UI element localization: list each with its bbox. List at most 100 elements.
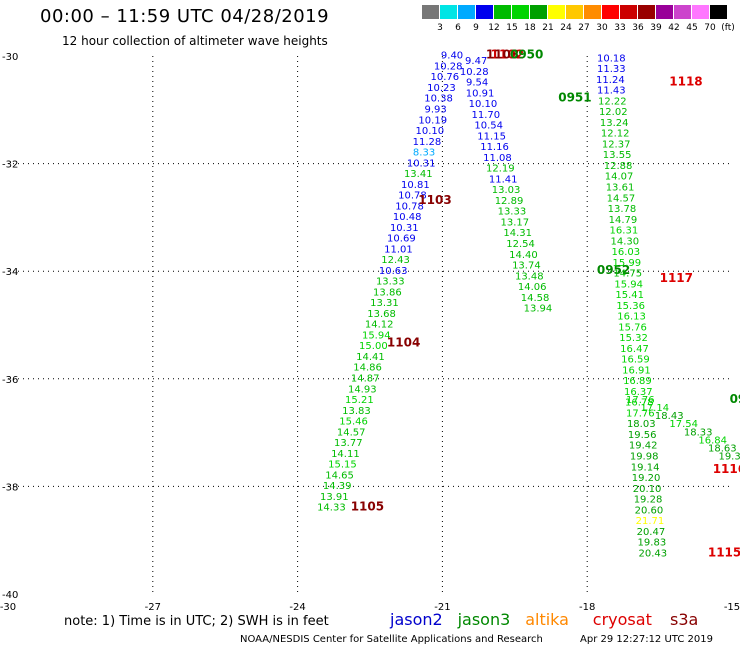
colorbar-swatch [710, 5, 727, 19]
swh-value-label: 9.54 [466, 78, 488, 89]
swh-value-label: 13.86 [373, 287, 402, 298]
swh-value-label: 18.43 [655, 411, 684, 422]
colorbar-swatch [620, 5, 637, 19]
y-tick-label: -34 [2, 267, 18, 278]
swh-value-label: 15.00 [359, 341, 388, 352]
swh-value-label: 11.01 [384, 244, 413, 255]
swh-value-label: 18.33 [684, 427, 713, 438]
swh-value-label: 14.86 [353, 363, 382, 374]
colorbar-label: 42 [668, 23, 680, 33]
swh-value-label: 15.99 [612, 258, 641, 269]
swh-value-label: 14.40 [509, 250, 538, 261]
swh-value-label: 10.48 [393, 212, 422, 223]
swh-value-label: 20.47 [637, 527, 666, 538]
swh-value-label: 19.14 [631, 462, 660, 473]
swh-value-label: 11.08 [483, 153, 512, 164]
colorbar-label: 30 [596, 23, 608, 33]
swh-value-label: 14.31 [503, 228, 532, 239]
swh-value-label: 14.39 [323, 481, 352, 492]
swh-value-label: 8.33 [413, 148, 435, 159]
chart-title: 00:00 – 11:59 UTC 04/28/2019 [40, 6, 330, 27]
swh-value-label: 10.78 [398, 191, 427, 202]
swh-value-label: 14.07 [605, 172, 634, 183]
swh-value-label: 10.10 [469, 99, 498, 110]
swh-value-label: 10.31 [390, 223, 419, 234]
swh-value-label: 16.03 [611, 247, 640, 258]
swh-value-label: 10.10 [416, 126, 445, 137]
colorbar-swatch [530, 5, 547, 19]
swh-value-label: 10.28 [434, 61, 463, 72]
swh-value-label: 13.91 [320, 492, 349, 503]
x-tick-label: -18 [579, 602, 595, 613]
swh-value-label: 10.54 [474, 121, 503, 132]
swh-value-label: 12.88 [604, 161, 633, 172]
swh-value-label: 14.65 [325, 470, 354, 481]
y-tick-label: -36 [2, 375, 18, 386]
swh-value-label: 11.70 [472, 110, 501, 121]
colorbar-label: 36 [632, 23, 644, 33]
satellite-legend-jason3: jason3 [457, 610, 511, 629]
swh-value-label: 14.93 [348, 384, 377, 395]
swh-value-label: 14.87 [351, 373, 380, 384]
colorbar-label: 70 [704, 23, 716, 33]
pass-time-label: 1103 [486, 48, 519, 62]
swh-value-label: 14.57 [337, 427, 366, 438]
swh-value-label: 19.28 [634, 495, 663, 506]
swh-value-label: 19.3 [718, 452, 740, 463]
colorbar-label: 9 [473, 23, 479, 33]
swh-value-label: 15.32 [619, 333, 648, 344]
footer-timestamp: Apr 29 12:27:12 UTC 2019 [580, 634, 713, 645]
pass-time-label: 0951 [558, 91, 591, 105]
swh-value-label: 18.03 [627, 419, 656, 430]
swh-value-label: 18.63 [708, 443, 737, 454]
swh-value-label: 10.63 [379, 266, 408, 277]
colorbar-swatch [656, 5, 673, 19]
pass-time-label: 1118 [669, 75, 702, 89]
y-tick-label: -40 [2, 590, 18, 601]
swh-value-label: 14.41 [356, 352, 385, 363]
colorbar-label: 39 [650, 23, 662, 33]
pass-time-label: 0950 [510, 48, 543, 62]
swh-value-label: 10.31 [407, 158, 436, 169]
note-text: note: 1) Time is in UTC; 2) SWH is in fe… [64, 614, 329, 629]
colorbar-swatch [692, 5, 709, 19]
swh-value-label: 19.98 [630, 452, 659, 463]
colorbar-swatch [638, 5, 655, 19]
colorbar-label: 15 [506, 23, 518, 33]
swh-value-label: 10.23 [427, 83, 456, 94]
swh-value-label: 14.30 [611, 236, 640, 247]
colorbar-swatch [566, 5, 583, 19]
swh-value-label: 13.41 [404, 169, 433, 180]
swh-value-label: 14.58 [521, 293, 550, 304]
swh-value-label: 16.47 [620, 344, 649, 355]
swh-value-label: 12.12 [601, 129, 630, 140]
colorbar-swatch [458, 5, 475, 19]
swh-value-label: 11.15 [477, 131, 506, 142]
swh-value-label: 13.33 [498, 207, 527, 218]
swh-value-label: 19.83 [638, 538, 667, 549]
colorbar-swatch [422, 5, 439, 19]
satellite-legend-s3a: s3a [670, 610, 698, 629]
swh-value-label: 19.56 [628, 430, 657, 441]
swh-value-label: 11.33 [597, 64, 626, 75]
swh-value-label: 14.12 [365, 320, 394, 331]
swh-value-label: 11.28 [413, 137, 442, 148]
swh-value-label: 13.94 [524, 304, 553, 315]
x-tick-label: -15 [724, 602, 740, 613]
swh-value-label: 16.59 [621, 355, 650, 366]
swh-value-label: 15.36 [616, 301, 645, 312]
swh-value-label: 16.84 [698, 435, 727, 446]
pass-time-label: 1117 [660, 271, 693, 285]
swh-value-label: 20.60 [635, 505, 664, 516]
swh-value-label: 9.47 [465, 56, 487, 67]
pass-time-label: 1105 [351, 500, 384, 514]
x-tick-label: -27 [145, 602, 161, 613]
swh-value-label: 13.48 [515, 271, 544, 282]
swh-value-label: 10.81 [401, 180, 430, 191]
pass-time-label: 0952 [597, 263, 630, 277]
x-tick-label: -30 [0, 602, 16, 613]
pass-time-label: 1116 [713, 462, 740, 476]
swh-value-label: 14.79 [609, 215, 638, 226]
swh-value-label: 19.20 [632, 473, 661, 484]
swh-value-label: 13.03 [492, 185, 521, 196]
